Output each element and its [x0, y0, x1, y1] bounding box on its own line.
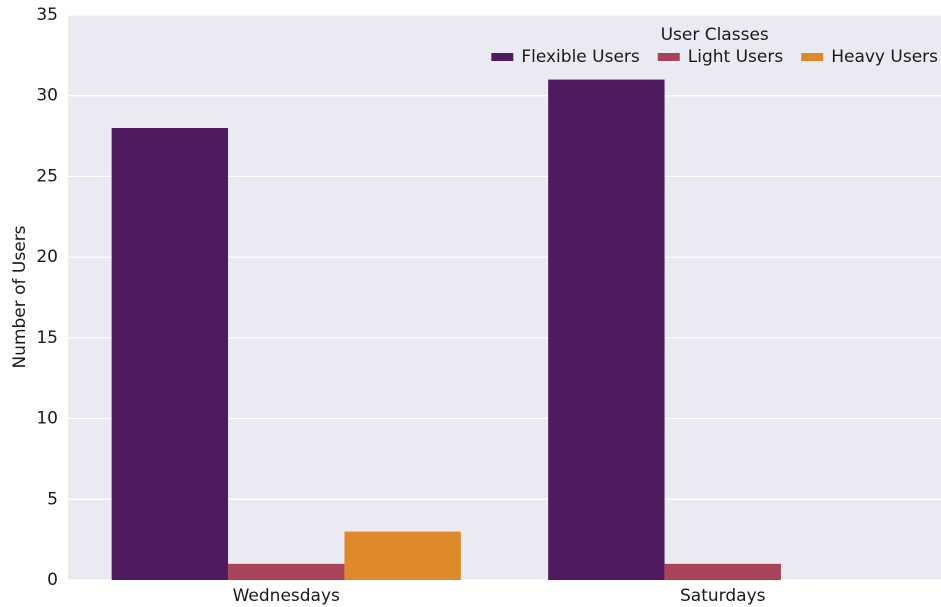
bar [664, 563, 781, 580]
bar [228, 563, 345, 580]
bar [111, 128, 229, 580]
y-tick-label: 0 [47, 570, 58, 590]
legend-swatch [491, 53, 514, 61]
y-tick-label: 35 [36, 5, 58, 25]
y-axis-label: Number of Users [10, 225, 30, 368]
bar [548, 79, 665, 581]
legend-label: Heavy Users [831, 47, 938, 67]
legend-label: Flexible Users [521, 47, 640, 67]
y-tick-label: 10 [36, 409, 58, 429]
y-tick-label: 30 [36, 86, 58, 106]
x-tick-label: Saturdays [680, 586, 766, 606]
y-tick-label: 5 [47, 489, 58, 509]
y-tick-label: 25 [36, 166, 58, 186]
y-tick-label: 15 [36, 328, 58, 348]
x-tick-label: Wednesdays [233, 586, 340, 606]
y-tick-label: 20 [36, 247, 58, 267]
legend-label: Light Users [688, 47, 784, 67]
legend-title: User Classes [661, 25, 769, 45]
legend-swatch [801, 53, 824, 61]
legend-swatch [657, 53, 680, 61]
bar [344, 531, 461, 580]
